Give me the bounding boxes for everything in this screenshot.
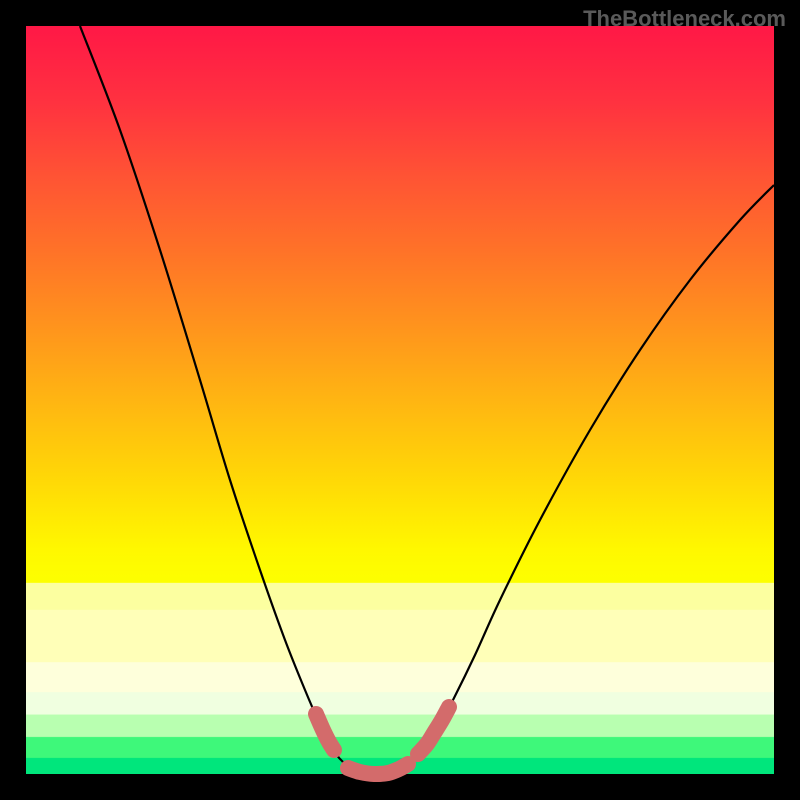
chart-svg [0,0,800,800]
watermark-text: TheBottleneck.com [583,6,786,32]
chart-background [26,26,774,774]
chart-container: TheBottleneck.com [0,0,800,800]
